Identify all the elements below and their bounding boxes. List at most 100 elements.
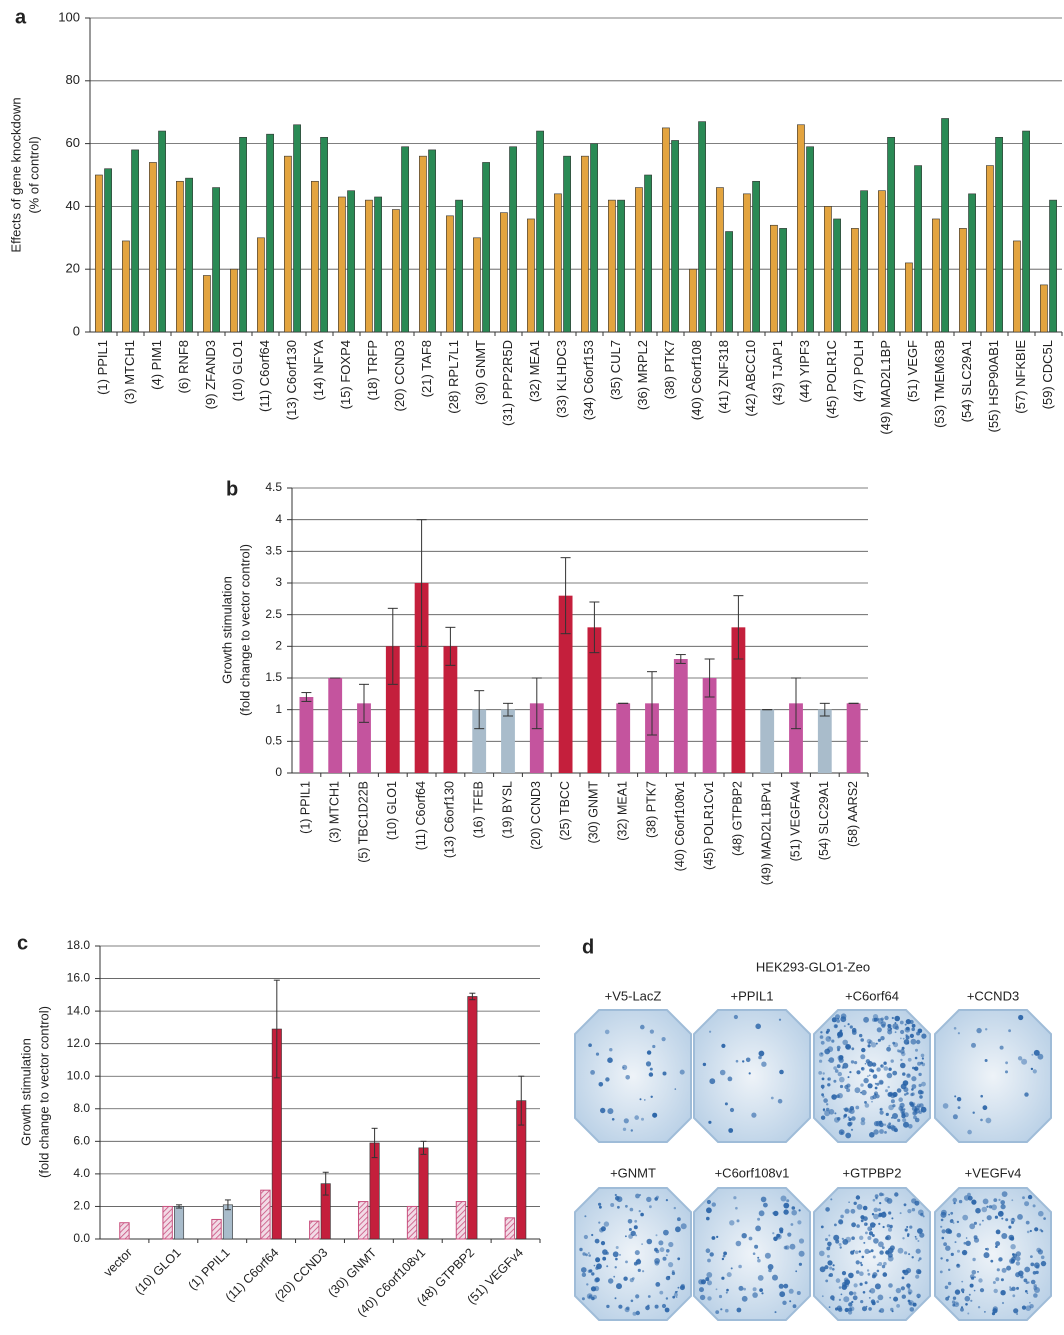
y-tick-label: 1.5	[265, 670, 282, 684]
colony	[835, 1307, 838, 1310]
colony	[676, 1291, 678, 1293]
colony	[1022, 1306, 1026, 1310]
colony	[996, 1230, 1001, 1235]
colony	[918, 1260, 920, 1262]
colony	[974, 1276, 976, 1278]
colony	[878, 1213, 882, 1217]
colony	[880, 1081, 884, 1085]
colony	[948, 1214, 950, 1216]
colony	[1024, 1279, 1028, 1283]
colony	[842, 1238, 844, 1240]
x-tick-label: (49) MAD2L1BP	[878, 340, 893, 435]
colony	[861, 1121, 866, 1126]
y-tick-label: 14.0	[67, 1003, 91, 1017]
bar	[878, 191, 885, 332]
colony	[637, 1259, 640, 1262]
colony	[1000, 1046, 1004, 1050]
colony	[860, 1300, 863, 1303]
colony	[706, 1272, 712, 1278]
colony	[945, 1246, 950, 1251]
colony	[867, 1236, 871, 1240]
bar	[163, 1206, 172, 1239]
colony	[908, 1300, 911, 1303]
colony	[878, 1223, 880, 1225]
colony	[1005, 1070, 1008, 1073]
colony	[974, 1290, 976, 1292]
colony	[903, 1087, 908, 1092]
x-tick-label: (59) CDC5L	[1040, 340, 1055, 409]
colony	[650, 1068, 653, 1071]
colony	[946, 1259, 949, 1262]
bar	[120, 1223, 129, 1239]
colony	[1030, 1255, 1033, 1258]
colony	[726, 1289, 729, 1292]
colony	[903, 1270, 909, 1276]
colony	[615, 1297, 617, 1299]
colony	[1016, 1287, 1019, 1290]
y-tick-label: 0	[73, 323, 80, 338]
colony	[680, 1070, 685, 1075]
colony	[851, 1222, 856, 1227]
colony	[833, 1096, 835, 1098]
colony	[868, 1273, 871, 1276]
colony	[879, 1250, 883, 1254]
colony	[911, 1039, 917, 1045]
colony	[719, 1295, 722, 1298]
bar	[959, 228, 966, 332]
colony	[848, 1023, 850, 1025]
colony	[908, 1287, 911, 1290]
colony	[887, 1124, 891, 1128]
colony	[799, 1251, 805, 1257]
plate-label: +GNMT	[610, 1165, 656, 1180]
colony	[888, 1211, 891, 1214]
page: {"chart_data": [ {"type": "bar", "label"…	[0, 0, 1064, 1335]
colony	[649, 1205, 652, 1208]
colony	[634, 1115, 639, 1120]
colony	[851, 1209, 856, 1214]
colony	[916, 1294, 920, 1298]
colony	[651, 1096, 653, 1098]
colony	[599, 1082, 604, 1087]
x-tick-label: (32) MEA1	[527, 340, 542, 402]
colony	[900, 1038, 902, 1040]
colony	[783, 1209, 788, 1214]
colony	[991, 1204, 997, 1210]
colony	[873, 1238, 879, 1244]
colony	[953, 1297, 956, 1300]
colony	[865, 1063, 867, 1065]
colony	[953, 1202, 955, 1204]
x-tick-label: (10) GLO1	[385, 781, 399, 840]
colony	[759, 1051, 765, 1057]
colony	[856, 1224, 860, 1228]
colony	[967, 1313, 969, 1315]
colony	[834, 1112, 836, 1114]
bar	[230, 269, 237, 332]
plate-label: +C6orf64	[845, 988, 899, 1003]
colony	[790, 1244, 796, 1250]
colony	[613, 1251, 619, 1257]
colony	[959, 1200, 962, 1203]
colony	[859, 1034, 862, 1037]
colony	[854, 1202, 857, 1205]
colony	[872, 1213, 874, 1215]
colony	[628, 1234, 633, 1239]
colony	[877, 1027, 882, 1032]
colony	[823, 1072, 825, 1074]
colony	[1033, 1069, 1037, 1073]
colony	[1030, 1263, 1034, 1267]
colony	[869, 1290, 871, 1292]
colony	[873, 1199, 876, 1202]
colony	[829, 1245, 831, 1247]
colony	[994, 1289, 998, 1293]
bar	[149, 162, 156, 332]
colony	[916, 1032, 920, 1036]
bar	[807, 147, 814, 332]
colony	[795, 1270, 797, 1272]
colony	[878, 1039, 881, 1042]
colony	[850, 1251, 854, 1255]
x-tick-label: (14) NFYA	[311, 340, 326, 401]
bar	[635, 188, 642, 332]
x-tick-label: (18) TRFP	[365, 340, 380, 400]
colony	[865, 1281, 868, 1284]
colony	[824, 1265, 828, 1269]
